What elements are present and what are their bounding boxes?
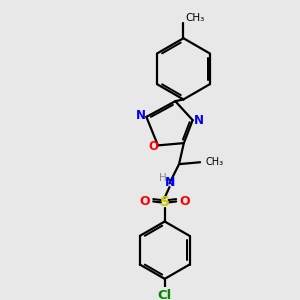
Text: O: O [148,140,158,153]
Text: O: O [179,195,190,208]
Text: N: N [194,114,203,127]
Text: CH₃: CH₃ [185,13,205,23]
Text: S: S [160,195,170,209]
Text: Cl: Cl [158,289,172,300]
Text: H: H [159,173,167,184]
Text: CH₃: CH₃ [206,157,224,167]
Text: N: N [165,176,176,189]
Text: O: O [139,195,150,208]
Text: N: N [136,110,146,122]
